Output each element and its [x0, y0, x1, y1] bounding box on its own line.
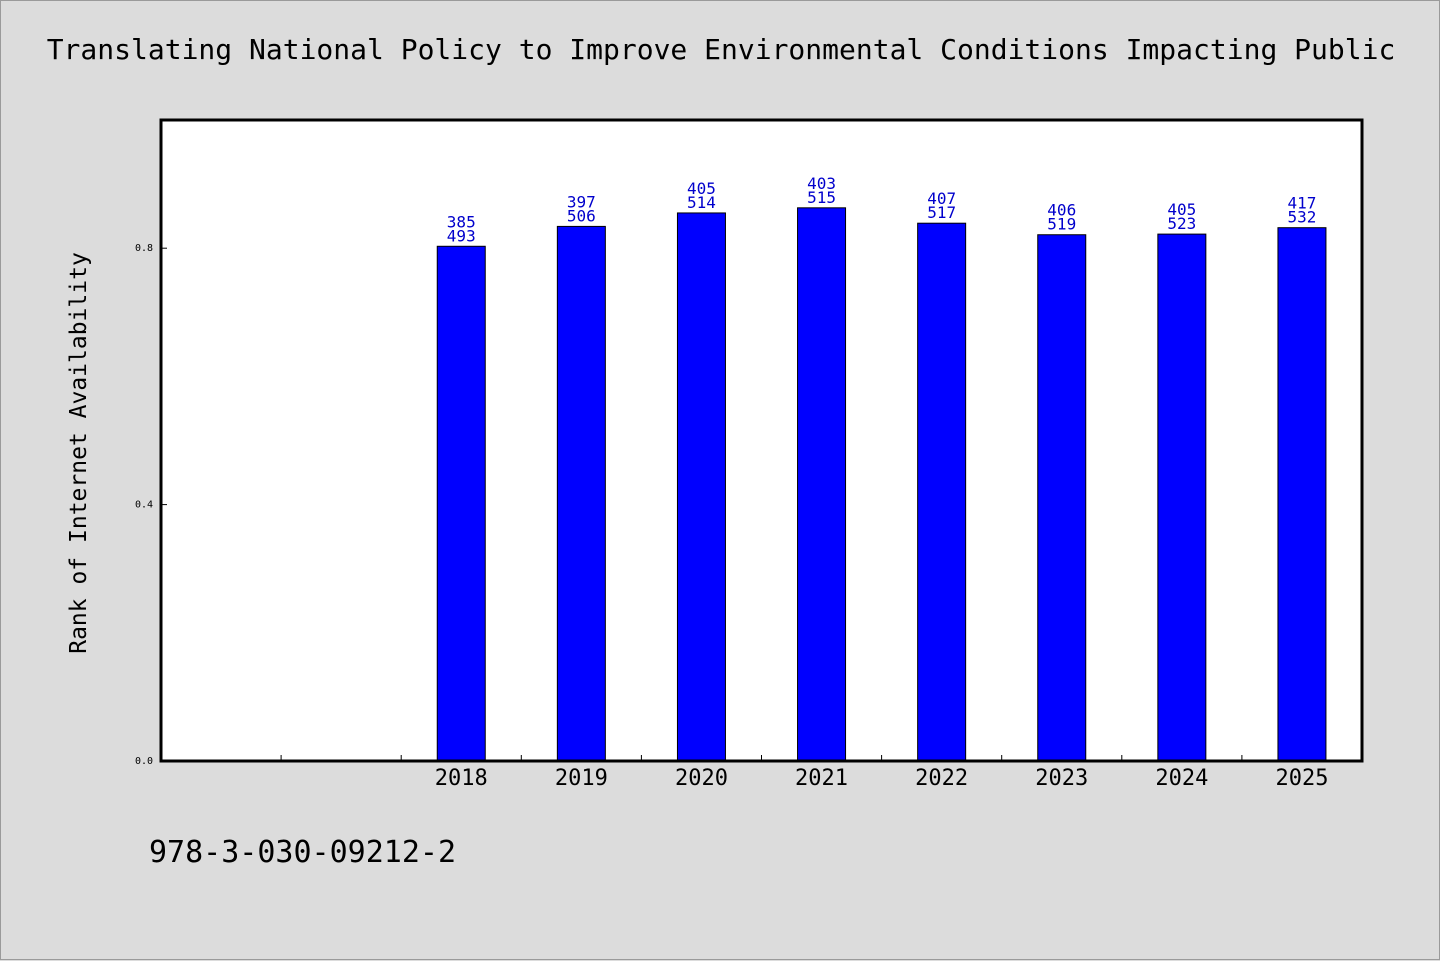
bar-label-bottom: 493: [447, 226, 476, 245]
x-tick-label: 2022: [915, 766, 968, 791]
bar-label-bottom: 514: [687, 193, 716, 212]
bar-label-bottom: 519: [1047, 215, 1076, 234]
bar: [676, 212, 726, 762]
bar-label-top: 407: [927, 189, 956, 208]
x-tick-label: 2018: [435, 766, 488, 791]
y-tick-label: 0.4: [135, 500, 153, 511]
x-tick-label: 2024: [1155, 766, 1208, 791]
bar: [797, 207, 847, 762]
y-tick-label: 0.0: [135, 756, 153, 767]
y-axis-label: Rank of Internet Availability: [66, 252, 92, 654]
bar: [917, 222, 967, 762]
bar: [1157, 233, 1207, 762]
bar-label-bottom: 517: [927, 203, 956, 222]
bar: [556, 225, 606, 762]
bar-label-top: 417: [1287, 194, 1316, 213]
bar-label-bottom: 523: [1167, 214, 1196, 233]
bar-label-top: 405: [687, 179, 716, 198]
bar: [1037, 234, 1087, 762]
bar-label-top: 397: [567, 192, 596, 211]
isbn-code: 978-3-030-09212-2: [149, 835, 457, 870]
chart-title: Translating National Policy to Improve E…: [46, 33, 1396, 66]
x-tick-label: 2021: [795, 766, 848, 791]
plot-frame: [159, 118, 1364, 763]
bar-label-top: 403: [807, 174, 836, 193]
x-tick-label: 2023: [1035, 766, 1088, 791]
bar: [436, 245, 486, 762]
bar-label-top: 405: [1167, 200, 1196, 219]
x-tick-label: 2025: [1275, 766, 1328, 791]
bar: [1277, 227, 1327, 762]
y-tick-label: 0.8: [135, 243, 153, 254]
bar-label-bottom: 515: [807, 188, 836, 207]
bar-label-top: 406: [1047, 201, 1076, 220]
bar-label-bottom: 506: [567, 206, 596, 225]
bar-label-bottom: 532: [1287, 208, 1316, 227]
x-tick-label: 2020: [675, 766, 728, 791]
x-tick-label: 2019: [555, 766, 608, 791]
bar-label-top: 385: [447, 212, 476, 231]
